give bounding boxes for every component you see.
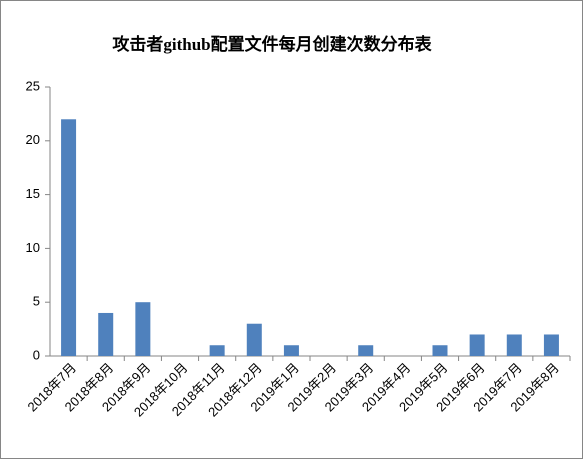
bar — [506, 334, 522, 356]
bar — [246, 323, 262, 356]
bar — [358, 345, 374, 356]
bar — [61, 119, 77, 356]
chart-title: 攻击者github配置文件每月创建次数分布表 — [112, 34, 432, 54]
bar — [469, 334, 485, 356]
y-tick-label: 10 — [26, 240, 40, 255]
y-tick-label: 20 — [26, 132, 40, 147]
bar — [543, 334, 559, 356]
bar — [135, 302, 151, 356]
bar — [283, 345, 299, 356]
bar — [432, 345, 448, 356]
y-tick-label: 25 — [26, 78, 40, 93]
bar — [209, 345, 225, 356]
y-tick-label: 0 — [33, 347, 40, 362]
y-tick-label: 5 — [33, 294, 40, 309]
y-tick-label: 15 — [26, 186, 40, 201]
bar — [98, 312, 114, 356]
